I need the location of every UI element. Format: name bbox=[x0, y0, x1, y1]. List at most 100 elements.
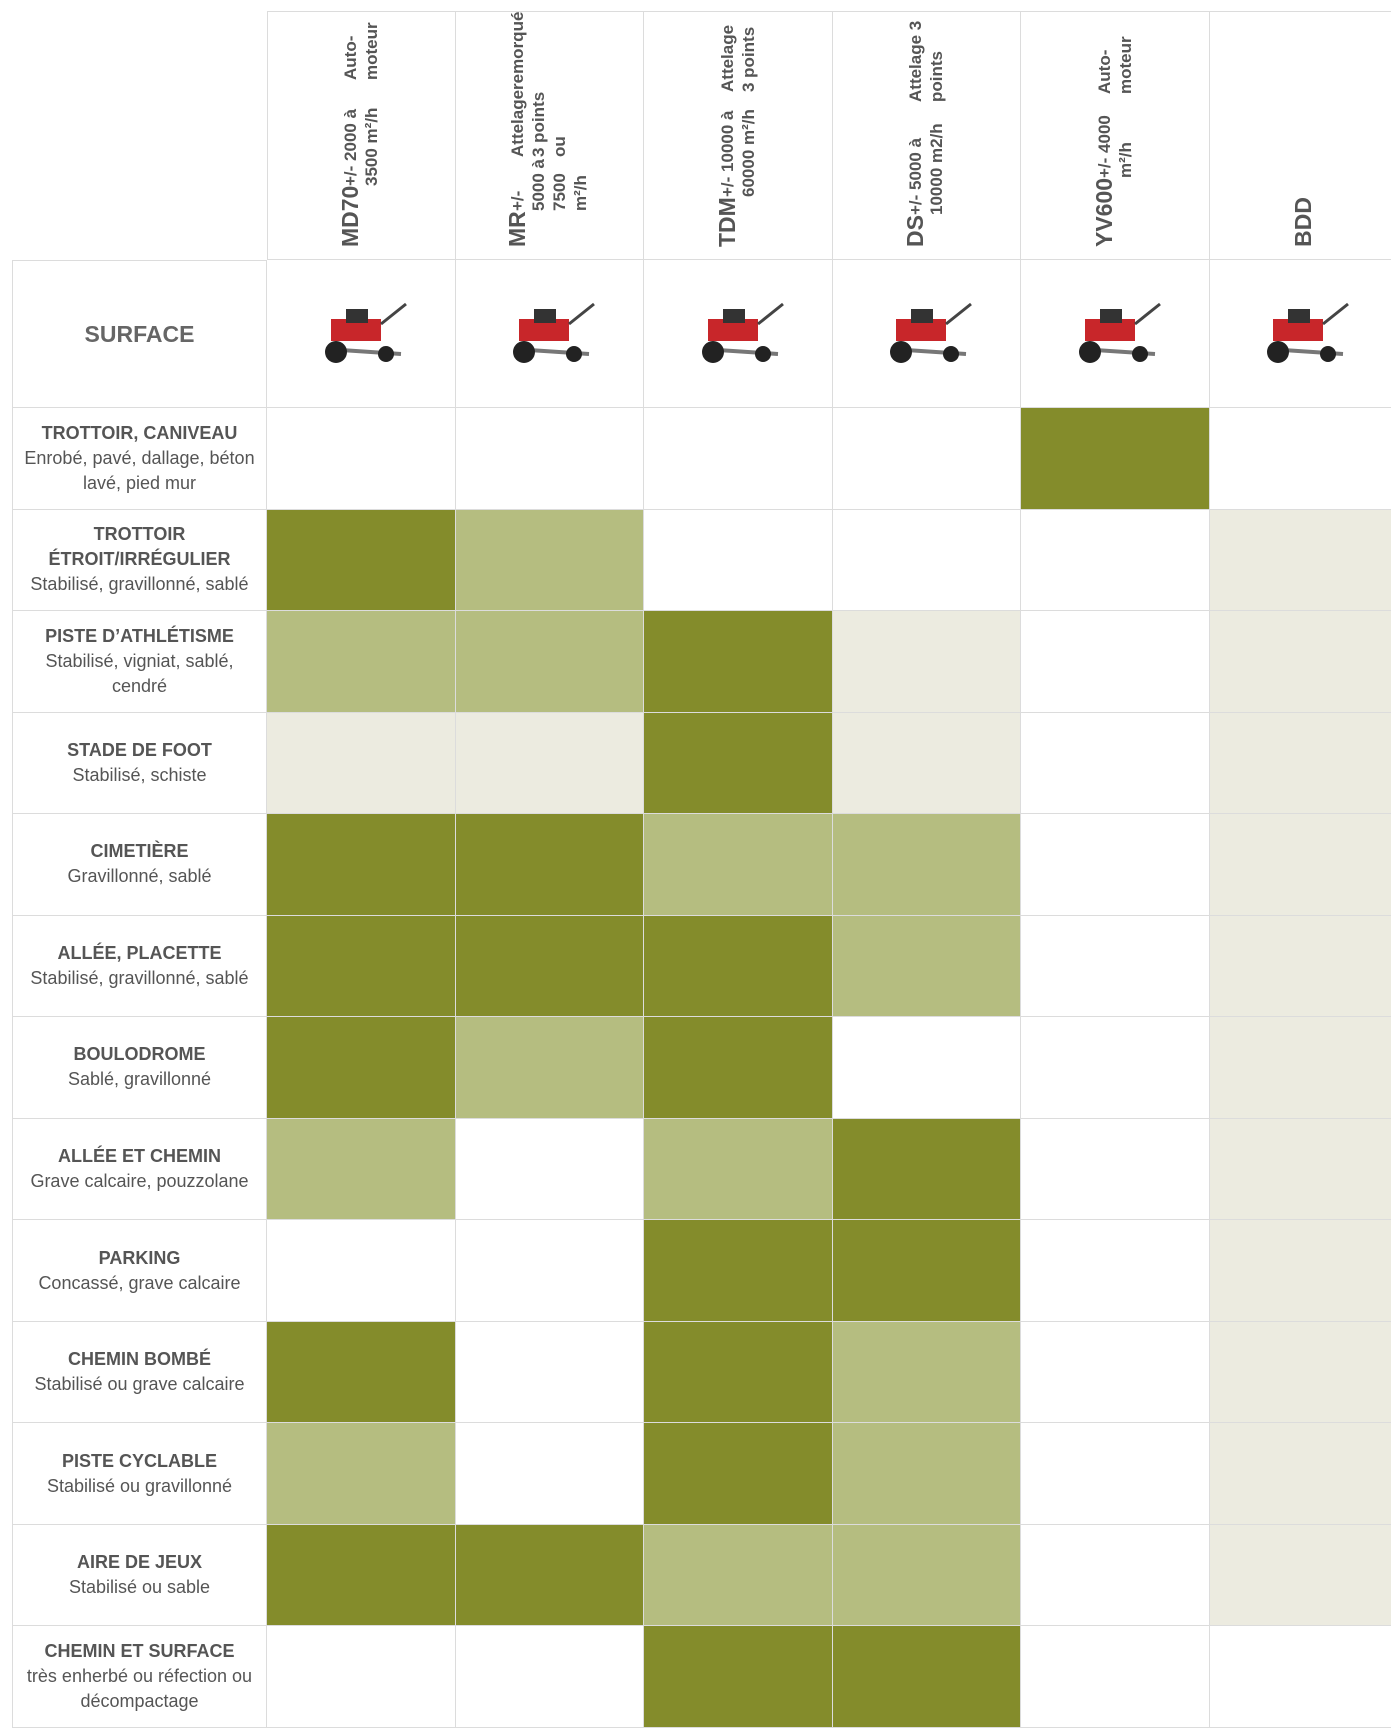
header-text: BDD bbox=[1293, 197, 1314, 247]
surface-title: ALLÉE ET CHEMIN bbox=[58, 1144, 221, 1169]
machine-spec: +/- 2000 à 3500 m²/h bbox=[340, 80, 382, 186]
suitability-cell bbox=[456, 1525, 645, 1627]
machine-spec: +/- 4000 m²/h bbox=[1094, 94, 1136, 178]
suitability-cell bbox=[833, 1220, 1022, 1322]
suitability-cell bbox=[267, 611, 456, 713]
suitability-cell bbox=[1021, 1322, 1210, 1424]
suitability-cell bbox=[644, 713, 833, 815]
suitability-cell bbox=[833, 408, 1022, 510]
surface-title: PISTE CYCLABLE bbox=[62, 1449, 217, 1474]
surface-title: AIRE DE JEUX bbox=[77, 1550, 202, 1575]
suitability-cell bbox=[833, 1626, 1022, 1728]
suitability-cell bbox=[644, 1322, 833, 1424]
machine-image-cell bbox=[456, 260, 645, 408]
suitability-cell bbox=[1021, 510, 1210, 612]
surface-desc: très enherbé ou réfection ou décompactag… bbox=[19, 1664, 260, 1714]
suitability-cell bbox=[267, 916, 456, 1018]
suitability-cell bbox=[456, 510, 645, 612]
suitability-cell bbox=[1210, 408, 1391, 510]
suitability-cell bbox=[267, 814, 456, 916]
suitability-cell bbox=[456, 713, 645, 815]
machine-name: BDD bbox=[1293, 197, 1314, 247]
suitability-cell bbox=[833, 1423, 1022, 1525]
suitability-cell bbox=[456, 916, 645, 1018]
suitability-cell bbox=[1210, 1525, 1391, 1627]
suitability-cell bbox=[1210, 1119, 1391, 1221]
suitability-cell bbox=[1210, 814, 1391, 916]
surface-title: ALLÉE, PLACETTE bbox=[57, 941, 221, 966]
suitability-cell bbox=[267, 1119, 456, 1221]
suitability-cell bbox=[833, 713, 1022, 815]
page: MD70+/- 2000 à 3500 m²/hAuto-moteurMR+/-… bbox=[0, 0, 1391, 1728]
suitability-cell bbox=[1210, 1322, 1391, 1424]
suitability-cell bbox=[1021, 408, 1210, 510]
corner-label: SURFACE bbox=[12, 260, 267, 408]
machine-spec: Attelage 3 points bbox=[717, 12, 759, 92]
suitability-cell bbox=[1021, 1119, 1210, 1221]
suitability-cell bbox=[644, 408, 833, 510]
surface-desc: Stabilisé, schiste bbox=[72, 763, 206, 788]
suitability-cell bbox=[1021, 1525, 1210, 1627]
suitability-cell bbox=[833, 1322, 1022, 1424]
suitability-cell bbox=[644, 1119, 833, 1221]
suitability-cell bbox=[1210, 1626, 1391, 1728]
suitability-cell bbox=[1210, 1423, 1391, 1525]
suitability-cell bbox=[833, 1119, 1022, 1221]
machine-image bbox=[494, 294, 604, 374]
machine-image bbox=[683, 294, 793, 374]
machine-name: YV600 bbox=[1094, 178, 1136, 247]
suitability-cell bbox=[1021, 1423, 1210, 1525]
surface-desc: Stabilisé ou grave calcaire bbox=[34, 1372, 244, 1397]
surface-desc: Stabilisé, gravillonné, sablé bbox=[30, 966, 248, 991]
suitability-cell bbox=[644, 1017, 833, 1119]
suitability-cell bbox=[456, 1220, 645, 1322]
suitability-cell bbox=[267, 1322, 456, 1424]
suitability-cell bbox=[267, 408, 456, 510]
suitability-cell bbox=[644, 916, 833, 1018]
machine-name: DS bbox=[905, 215, 947, 247]
suitability-cell bbox=[644, 1423, 833, 1525]
suitability-cell bbox=[456, 814, 645, 916]
suitability-cell bbox=[456, 1626, 645, 1728]
machine-image bbox=[306, 294, 416, 374]
surface-title: PISTE D’ATHLÉTISME bbox=[45, 624, 234, 649]
machine-name: TDM bbox=[717, 197, 759, 247]
surface-desc: Stabilisé, gravillonné, sablé bbox=[30, 572, 248, 597]
suitability-cell bbox=[833, 814, 1022, 916]
surface-desc: Enrobé, pavé, dallage, béton lavé, pied … bbox=[19, 446, 260, 496]
suitability-cell bbox=[1021, 814, 1210, 916]
suitability-cell bbox=[1210, 510, 1391, 612]
suitability-cell bbox=[456, 408, 645, 510]
surface-desc: Gravillonné, sablé bbox=[67, 864, 211, 889]
suitability-cell bbox=[1210, 1220, 1391, 1322]
suitability-cell bbox=[1021, 1017, 1210, 1119]
surface-desc: Stabilisé, vigniat, sablé, cendré bbox=[19, 649, 260, 699]
surface-title: TROTTOIR ÉTROIT/IRRÉGULIER bbox=[19, 522, 260, 572]
suitability-cell bbox=[456, 611, 645, 713]
surface-title: CIMETIÈRE bbox=[90, 839, 188, 864]
suitability-cell bbox=[1021, 916, 1210, 1018]
surface-title: TROTTOIR, CANIVEAU bbox=[42, 421, 238, 446]
suitability-cell bbox=[456, 1322, 645, 1424]
machine-spec: Attelage 3 points bbox=[905, 12, 947, 102]
machine-image-cell bbox=[644, 260, 833, 408]
suitability-cell bbox=[267, 1220, 456, 1322]
suitability-cell bbox=[267, 510, 456, 612]
suitability-cell bbox=[1210, 611, 1391, 713]
